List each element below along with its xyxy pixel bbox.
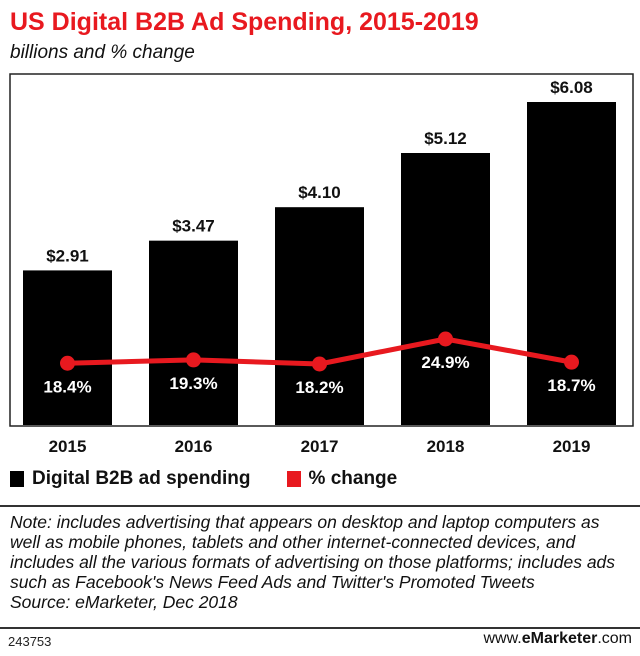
percent-point-2016 [186,352,201,368]
chart-id: 243753 [8,634,52,649]
x-tick-label-2016: 2016 [175,437,213,456]
percent-label-2016: 19.3% [169,374,217,393]
x-tick-label-2015: 2015 [49,437,87,456]
chart-subtitle: billions and % change [10,42,195,63]
percent-point-2019 [564,354,579,370]
bar-2019 [527,102,616,425]
note-text: Note: includes advertising that appears … [10,512,616,592]
bar-2017 [275,207,364,425]
percent-label-2018: 24.9% [421,353,469,372]
percent-point-2018 [438,331,453,347]
source-text: Source: eMarketer, Dec 2018 [10,592,238,612]
x-tick-label-2017: 2017 [301,437,339,456]
bar-value-label-2019: $6.08 [550,78,593,97]
percent-point-2017 [312,356,327,372]
bar-value-label-2018: $5.12 [424,129,467,148]
bar-2016 [149,240,238,425]
percent-point-2015 [60,355,75,371]
bar-2018 [401,153,490,425]
x-tick-label-2019: 2019 [553,437,591,456]
plot-frame [9,73,634,427]
bar-value-label-2017: $4.10 [298,183,341,202]
percent-label-2019: 18.7% [547,376,595,395]
bar-value-label-2015: $2.91 [46,246,89,265]
chart-notes: Note: includes advertising that appears … [10,512,632,612]
notes-divider [0,505,640,507]
legend-swatch-change [286,471,301,487]
chart-legend: Digital B2B ad spending % change [10,468,397,490]
chart-title: US Digital B2B Ad Spending, 2015-2019 [10,8,479,36]
brand-name: eMarketer [521,630,598,647]
brand-link[interactable]: www.eMarketer.com [483,630,632,648]
legend-item-change: % change [286,468,398,490]
percent-label-2015: 18.4% [43,377,91,396]
x-tick-label-2018: 2018 [427,437,465,456]
percent-label-2017: 18.2% [295,378,343,397]
legend-label-change: % change [308,468,398,489]
legend-label-spending: Digital B2B ad spending [32,468,251,489]
brand-suffix: .com [597,630,632,647]
footer-divider [0,627,640,629]
brand-prefix: www. [483,630,522,647]
legend-swatch-spending [10,471,24,487]
bar-2015 [23,270,112,425]
legend-item-spending: Digital B2B ad spending [10,468,251,490]
chart-plot: $2.91 2015 $3.47 2016 $4.10 2017 $5.12 2018 $6.0… [9,73,634,456]
bar-value-label-2016: $3.47 [172,217,215,236]
